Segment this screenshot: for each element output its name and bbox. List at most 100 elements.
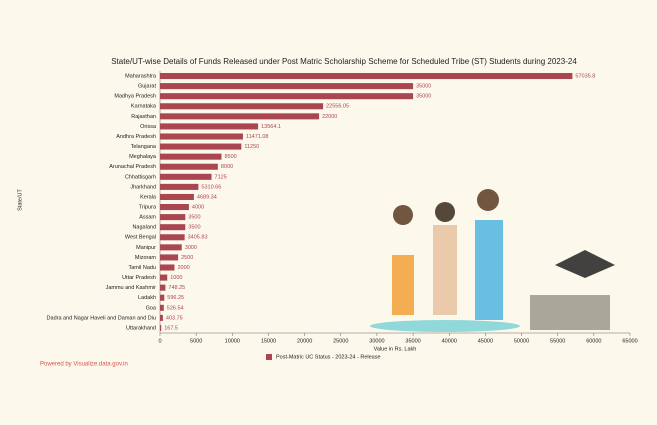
value-label: 748.25: [168, 285, 185, 291]
value-label: 13564.1: [261, 124, 281, 130]
value-label: 3500: [188, 215, 200, 221]
y-tick-label: Karnataka: [131, 104, 157, 110]
legend-swatch: [266, 354, 272, 360]
bar: [160, 93, 414, 100]
y-tick-label: Tripura: [139, 204, 157, 210]
x-tick-label: 55000: [550, 338, 565, 344]
legend-label: Post-Matric UC Status - 2023-24 - Releas…: [276, 354, 381, 360]
value-label: 4689.34: [197, 194, 217, 200]
bar: [160, 183, 199, 190]
bar: [160, 324, 162, 331]
bar: [160, 304, 164, 311]
x-tick-label: 5000: [190, 338, 202, 344]
value-label: 57035.8: [575, 73, 595, 79]
bar: [160, 224, 186, 231]
footer: Powered by Visualize.data.gov.in: [40, 362, 128, 368]
bar: [160, 193, 194, 200]
y-tick-label: West Bengal: [125, 235, 156, 241]
y-tick-label: Maharashtra: [125, 73, 157, 79]
value-label: 35000: [416, 94, 431, 100]
value-label: 3405.83: [188, 235, 208, 241]
x-tick-label: 45000: [478, 338, 493, 344]
value-label: 3000: [185, 245, 197, 251]
value-label: 11471.08: [246, 134, 269, 140]
y-tick-label: Orissa: [140, 124, 157, 130]
x-tick-label: 65000: [622, 338, 637, 344]
x-tick-label: 30000: [369, 338, 384, 344]
bar: [160, 264, 175, 271]
value-label: 8500: [224, 154, 236, 160]
x-tick-label: 25000: [333, 338, 348, 344]
bar: [160, 83, 414, 90]
bar: [160, 123, 259, 130]
bar: [160, 274, 168, 281]
value-label: 11250: [244, 144, 259, 150]
value-label: 7125: [215, 174, 227, 180]
bar: [160, 254, 179, 261]
y-tick-label: Meghalaya: [129, 154, 157, 160]
y-tick-label: Madhya Pradesh: [114, 94, 156, 100]
y-tick-label: Gujarat: [138, 84, 157, 90]
bar: [160, 214, 186, 221]
bar: [160, 173, 212, 180]
value-label: 403.75: [166, 315, 183, 321]
bar: [160, 314, 163, 321]
value-label: 8000: [221, 164, 233, 170]
x-tick-label: 35000: [405, 338, 420, 344]
y-tick-label: Andhra Pradesh: [116, 134, 156, 140]
x-tick-label: 60000: [586, 338, 601, 344]
bar: [160, 143, 242, 150]
value-label: 5310.66: [201, 184, 221, 190]
x-tick-label: 20000: [297, 338, 312, 344]
y-tick-label: Telangana: [131, 144, 157, 150]
bar: [160, 244, 182, 251]
y-tick-label: Manipur: [136, 245, 156, 251]
x-tick-label: 40000: [442, 338, 457, 344]
bar: [160, 234, 185, 241]
value-label: 22000: [322, 114, 337, 120]
bar: [160, 113, 320, 120]
y-tick-label: Uttarakhand: [126, 325, 156, 331]
value-label: 2000: [177, 265, 189, 271]
x-axis-label: Value in Rs. Lakh: [374, 346, 417, 352]
x-tick-label: 10000: [225, 338, 240, 344]
y-tick-label: Chhattisgarh: [125, 174, 156, 180]
bar: [160, 103, 324, 110]
value-label: 4000: [192, 204, 204, 210]
y-tick-label: Mizoram: [135, 255, 157, 261]
value-label: 2500: [181, 255, 193, 261]
value-label: 3500: [188, 225, 200, 231]
bar: [160, 163, 218, 170]
bar: [160, 284, 166, 291]
bar: [160, 294, 165, 301]
bar: [160, 204, 189, 211]
illustration: [370, 189, 615, 332]
bar: [160, 133, 243, 140]
y-tick-label: Arunachal Pradesh: [109, 164, 156, 170]
y-tick-label: Nagaland: [132, 225, 156, 231]
value-label: 35000: [416, 84, 431, 90]
x-tick-label: 15000: [261, 338, 276, 344]
y-tick-label: Kerala: [140, 194, 157, 200]
value-label: 22556.05: [326, 104, 349, 110]
bar: [160, 73, 573, 80]
y-tick-label: Tamil Nadu: [128, 265, 156, 271]
y-tick-label: Assam: [139, 215, 156, 221]
value-label: 596.25: [167, 295, 184, 301]
y-tick-label: Goa: [146, 305, 157, 311]
x-tick-label: 0: [158, 338, 161, 344]
y-tick-label: Ladakh: [138, 295, 156, 301]
x-tick-label: 50000: [514, 338, 529, 344]
value-label: 1000: [170, 275, 182, 281]
y-tick-label: Uttar Pradesh: [122, 275, 156, 281]
chart-title: State/UT-wise Details of Funds Released …: [111, 57, 577, 66]
bar: [160, 153, 222, 160]
value-label: 526.54: [167, 305, 184, 311]
y-tick-label: Dadra and Nagar Haveli and Daman and Diu: [47, 315, 156, 321]
value-label: 167.5: [164, 325, 178, 331]
y-tick-label: Jammu and Kashmir: [106, 285, 157, 291]
y-tick-label: Jharkhand: [130, 184, 156, 190]
y-tick-label: Rajasthan: [131, 114, 156, 120]
